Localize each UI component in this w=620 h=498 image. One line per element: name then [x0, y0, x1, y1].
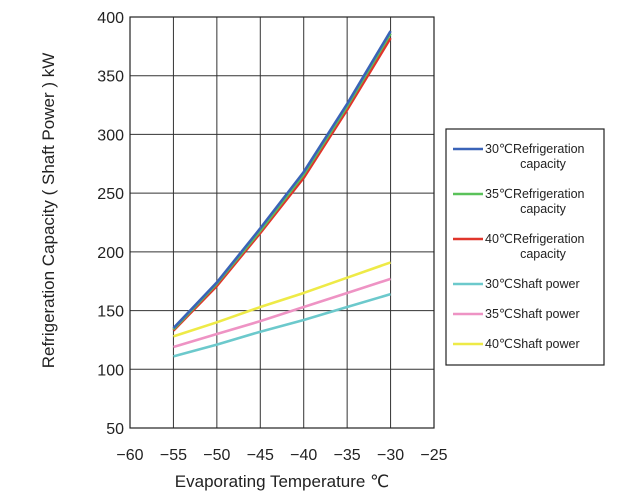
x-axis-title: Evaporating Temperature ℃	[175, 472, 389, 491]
legend-label: capacity	[520, 202, 567, 216]
series-line	[172, 37, 392, 332]
legend-label: 40℃Shaft power	[485, 337, 580, 351]
y-tick-label: 250	[97, 186, 124, 203]
y-tick-label: 350	[97, 69, 124, 86]
legend-label: 40℃Refrigeration	[485, 232, 585, 246]
plot-frame	[129, 16, 435, 429]
x-tick-label: −30	[377, 447, 404, 464]
y-tick-label: 50	[106, 421, 124, 438]
y-tick-label: 100	[97, 362, 124, 379]
series-line	[172, 32, 392, 331]
x-tick-label: −55	[160, 447, 187, 464]
x-tick-label: −50	[203, 447, 230, 464]
legend-label: 30℃Refrigeration	[485, 142, 585, 156]
series-line	[173, 277, 391, 349]
grid	[129, 16, 435, 429]
x-tick-label: −35	[334, 447, 361, 464]
legend: 30℃Refrigerationcapacity35℃Refrigeration…	[445, 128, 605, 366]
series-group	[172, 30, 392, 358]
x-tick-label: −60	[116, 447, 143, 464]
legend-label: 30℃Shaft power	[485, 277, 580, 291]
x-tick-labels: −60 −55 −50 −45 −40 −35 −30 −25	[116, 447, 447, 464]
legend-box	[445, 128, 605, 366]
y-axis-title: Refrigeration Capacity ( Shaft Power ) k…	[39, 53, 58, 369]
y-tick-labels: 50 100 150 200 250 300 350 400	[97, 10, 124, 438]
legend-label: capacity	[520, 247, 567, 261]
series-line	[173, 261, 392, 338]
series-line	[172, 30, 392, 330]
legend-label: capacity	[520, 157, 567, 171]
x-tick-label: −40	[290, 447, 317, 464]
y-tick-label: 300	[97, 127, 124, 144]
y-tick-label: 200	[97, 245, 124, 262]
y-tick-label: 400	[97, 10, 124, 27]
x-tick-label: −45	[247, 447, 274, 464]
y-tick-label: 150	[97, 304, 124, 321]
x-tick-label: −25	[420, 447, 447, 464]
series-line	[173, 292, 391, 358]
legend-label: 35℃Refrigeration	[485, 187, 585, 201]
legend-label: 35℃Shaft power	[485, 307, 580, 321]
